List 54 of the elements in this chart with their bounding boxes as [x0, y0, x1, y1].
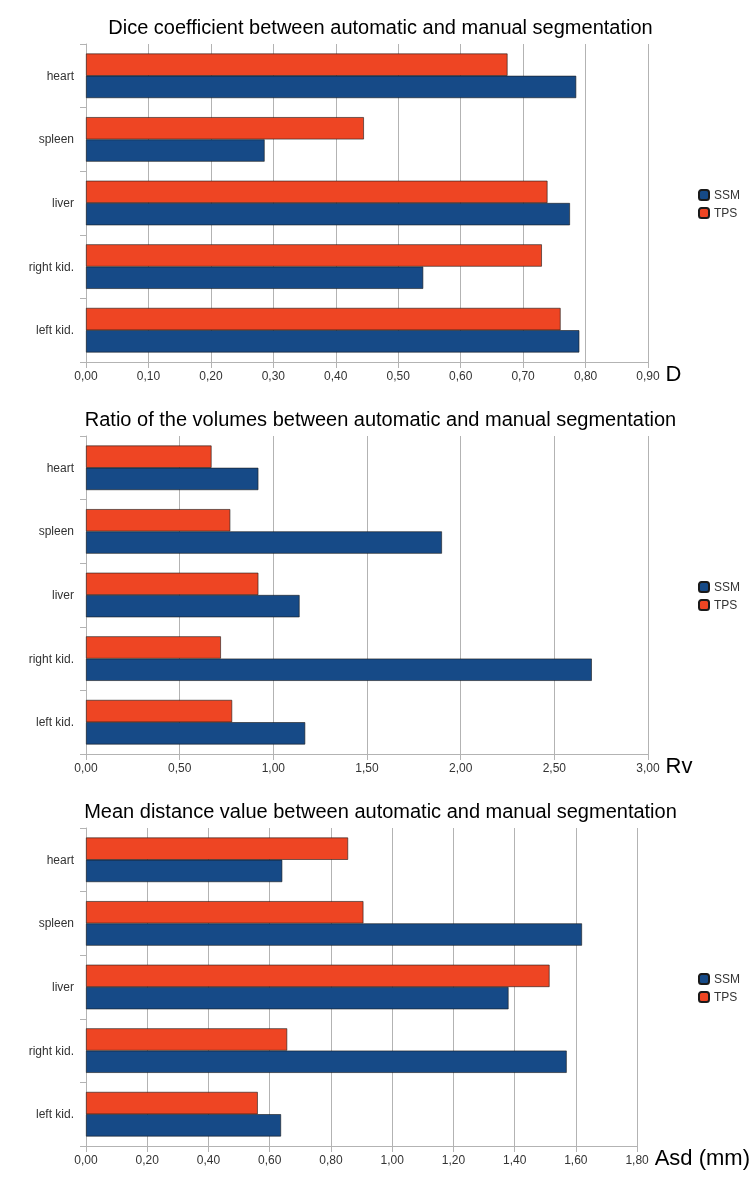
x-tick-label: 0,20: [199, 369, 223, 383]
x-tick-label: 3,00: [636, 761, 660, 775]
x-tick-label: 2,50: [542, 761, 567, 775]
x-axis-title: Asd (mm): [654, 1144, 750, 1170]
x-tick-label: 0,60: [258, 1153, 282, 1167]
y-tick-label: left kid.: [35, 715, 74, 730]
x-tick-label: 0,50: [167, 761, 192, 775]
legend-label: TPS: [714, 990, 738, 1004]
x-tick-label: 1,80: [625, 1153, 650, 1167]
x-tick-label: 0,70: [511, 369, 536, 383]
x-tick-label: 0,30: [261, 369, 286, 383]
y-tick-label: spleen: [38, 132, 74, 147]
x-tick-label: 1,20: [441, 1153, 466, 1167]
x-tick-label: 0,20: [135, 1153, 160, 1167]
x-tick-label: 0,10: [136, 369, 161, 383]
x-tick-label: 0,40: [196, 1153, 221, 1167]
x-tick-label: 0,60: [448, 369, 473, 383]
legend-label: TPS: [714, 206, 738, 220]
x-tick-label: 1,50: [355, 761, 379, 775]
chart-title: Dice coefficient between automatic and manual segmentation: [108, 16, 653, 38]
y-tick-label: heart: [46, 68, 75, 83]
y-tick-label: left kid.: [35, 323, 74, 338]
x-tick-label: 0,40: [324, 369, 348, 383]
x-tick-label: 1,00: [261, 761, 286, 775]
chart-title: Mean distance value between automatic and manual segmentation: [84, 800, 677, 822]
x-tick-label: 0,00: [74, 369, 98, 383]
y-tick-label: left kid.: [35, 1107, 74, 1122]
legend-label: SSM: [714, 580, 741, 594]
x-tick-label: 0,00: [74, 761, 98, 775]
y-tick-label: liver: [51, 980, 74, 994]
y-tick-label: right kid.: [28, 259, 74, 274]
x-tick-label: 0,50: [386, 369, 411, 383]
y-tick-label: liver: [51, 588, 74, 602]
x-tick-label: 1,40: [502, 1153, 527, 1167]
x-tick-label: 0,90: [636, 369, 660, 383]
y-tick-label: right kid.: [28, 1043, 74, 1058]
x-tick-label: 0,80: [319, 1153, 343, 1167]
y-tick-label: liver: [51, 196, 74, 210]
y-tick-label: spleen: [38, 916, 74, 931]
legend-label: SSM: [714, 188, 741, 202]
y-tick-label: heart: [46, 852, 75, 867]
y-tick-label: spleen: [38, 524, 74, 539]
x-axis-title: D: [665, 360, 682, 386]
x-tick-label: 1,00: [380, 1153, 405, 1167]
x-tick-label: 0,80: [573, 369, 598, 383]
x-axis-title: Rv: [665, 752, 693, 778]
y-tick-label: right kid.: [28, 651, 74, 666]
legend-label: TPS: [714, 598, 738, 612]
legend-label: SSM: [714, 972, 741, 986]
x-tick-label: 2,00: [448, 761, 473, 775]
chart-title: Ratio of the volumes between automatic and manual segmentation: [84, 408, 677, 430]
x-tick-label: 1,60: [564, 1153, 588, 1167]
y-tick-label: heart: [46, 460, 75, 475]
x-tick-label: 0,00: [74, 1153, 98, 1167]
